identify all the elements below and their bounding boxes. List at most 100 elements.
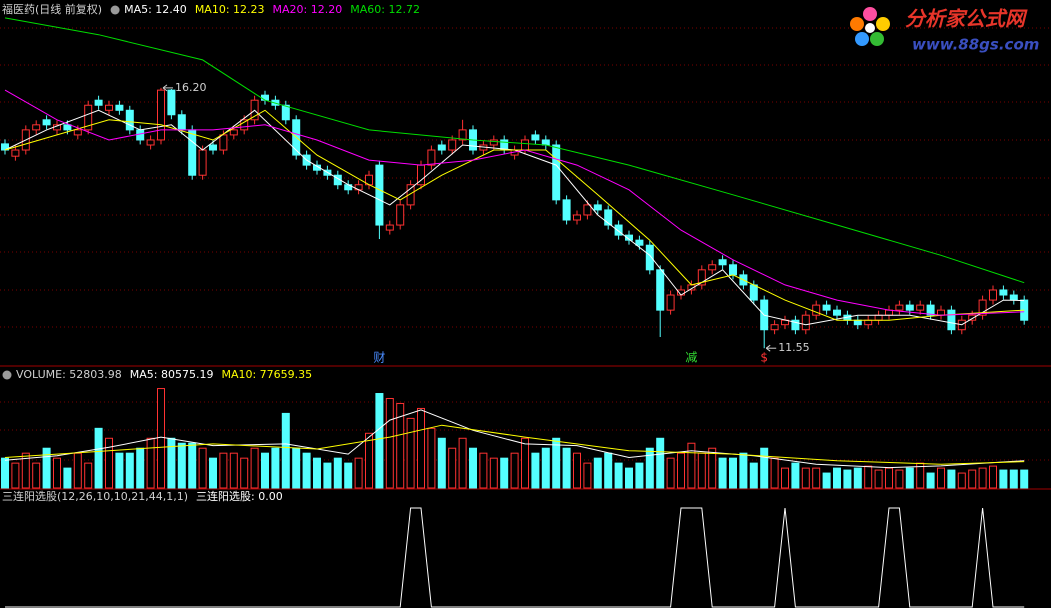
candle-body xyxy=(895,304,904,311)
ma-line xyxy=(5,507,1025,608)
volume-bar xyxy=(229,452,238,489)
volume-bar xyxy=(645,447,654,489)
volume-bar xyxy=(489,457,498,489)
volume-bar xyxy=(219,452,228,489)
volume-bar xyxy=(770,457,779,489)
candle-body xyxy=(177,114,186,131)
candle-body xyxy=(63,124,72,131)
panel-title: VOLUME: 52803.98 xyxy=(16,368,122,381)
candle-body xyxy=(905,304,914,311)
logo-petal xyxy=(863,7,877,21)
volume-bar xyxy=(1009,469,1018,489)
volume-bar xyxy=(406,417,415,489)
candle-body xyxy=(926,304,935,316)
volume-bar xyxy=(385,398,394,489)
volume-bar xyxy=(73,452,82,489)
candle-body xyxy=(146,139,155,146)
volume-bar xyxy=(271,447,280,489)
volume-bar xyxy=(552,437,561,489)
volume-bar xyxy=(479,452,488,489)
legend-entry: MA10: 12.23 xyxy=(195,3,265,16)
candle-body xyxy=(645,244,654,271)
candle-body xyxy=(947,309,956,331)
candle-body xyxy=(375,164,384,226)
candle-body xyxy=(583,204,592,216)
candle-body xyxy=(313,164,321,171)
volume-bar xyxy=(292,447,301,489)
volume-bar xyxy=(261,452,269,489)
volume-bar xyxy=(718,457,727,489)
legend-entry: MA5: 80575.19 xyxy=(130,368,214,381)
volume-bar xyxy=(198,447,207,489)
volume-bar xyxy=(1,457,9,489)
candle-body xyxy=(427,149,436,166)
candle-body xyxy=(458,129,467,141)
candle-body xyxy=(105,104,113,111)
candle-body xyxy=(209,144,217,151)
volume-bar xyxy=(167,437,176,489)
volume-bar xyxy=(500,457,509,489)
volume-bar xyxy=(63,467,72,489)
volume-bar xyxy=(344,462,353,489)
legend-entry: 三连阳选股: 0.00 xyxy=(196,490,283,503)
candle-body xyxy=(229,129,238,136)
candle-body xyxy=(73,129,82,136)
volume-bar xyxy=(42,447,51,489)
candle-body xyxy=(219,134,228,151)
annotation-label: 16.20 xyxy=(175,81,207,94)
volume-bar xyxy=(437,437,446,489)
volume-bar xyxy=(864,465,873,489)
candle-body xyxy=(770,324,779,331)
ma-line xyxy=(4,89,1025,316)
volume-bar xyxy=(687,442,696,489)
candle-body xyxy=(968,314,977,321)
volume-bar xyxy=(323,462,332,489)
candle-body xyxy=(916,304,925,311)
candle-body xyxy=(125,109,134,131)
volume-bar xyxy=(365,432,373,489)
legend-entry: MA10: 77659.35 xyxy=(221,368,312,381)
volume-bar xyxy=(469,447,477,489)
event-marker: 减 xyxy=(685,351,697,365)
volume-bar xyxy=(874,469,883,489)
volume-bar xyxy=(843,469,852,489)
volume-bar xyxy=(666,457,675,489)
volume-bar xyxy=(625,467,633,489)
volume-bar xyxy=(115,452,124,489)
candle-body xyxy=(437,144,446,151)
volume-bar xyxy=(791,462,800,489)
candle-body xyxy=(521,139,529,151)
volume-bar xyxy=(895,469,904,489)
volume-bar xyxy=(812,467,821,489)
candle-body xyxy=(989,289,997,301)
volume-bar xyxy=(822,472,831,489)
volume-bar xyxy=(573,452,581,489)
volume-bar xyxy=(781,467,789,489)
volume-bar xyxy=(541,447,550,489)
volume-bar xyxy=(937,467,945,489)
volume-bar xyxy=(978,467,987,489)
candle-body xyxy=(42,119,51,126)
event-marker: $ xyxy=(760,351,768,365)
volume-bar xyxy=(801,467,810,489)
volume-bar xyxy=(729,457,737,489)
volume-bar xyxy=(250,447,259,489)
candle-body xyxy=(94,99,103,106)
volume-bar xyxy=(84,462,93,489)
volume-bar xyxy=(240,457,249,489)
volume-bar xyxy=(375,393,384,489)
candle-body xyxy=(729,264,737,276)
candle-body xyxy=(188,129,197,176)
volume-bar xyxy=(521,437,529,489)
volume-bar xyxy=(11,462,20,489)
volume-bar xyxy=(947,469,956,489)
volume-bar xyxy=(697,452,706,489)
volume-bar xyxy=(604,452,613,489)
volume-bar xyxy=(708,447,717,489)
legend-icon xyxy=(110,5,120,15)
candle-body xyxy=(864,319,873,326)
candle-body xyxy=(541,139,550,146)
volume-bar xyxy=(531,452,540,489)
